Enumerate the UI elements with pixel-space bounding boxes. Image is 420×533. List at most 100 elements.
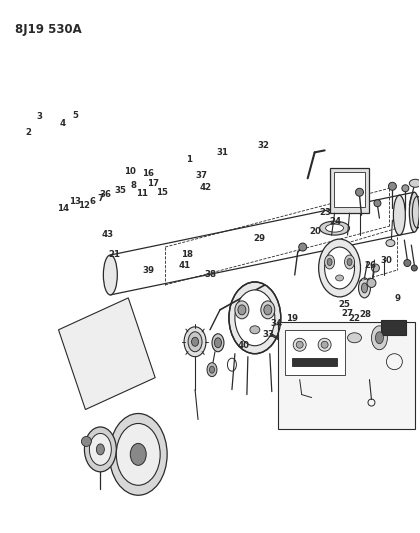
- Polygon shape: [58, 298, 155, 409]
- Text: 8J19 530A: 8J19 530A: [15, 23, 81, 36]
- Text: 12: 12: [79, 201, 90, 210]
- Text: 33: 33: [262, 330, 275, 339]
- Ellipse shape: [212, 334, 224, 352]
- Text: 23: 23: [319, 208, 331, 217]
- Text: 43: 43: [101, 230, 113, 239]
- Ellipse shape: [235, 290, 275, 346]
- Text: 25: 25: [338, 300, 350, 309]
- Circle shape: [81, 437, 92, 447]
- Ellipse shape: [103, 255, 117, 295]
- Text: 9: 9: [394, 294, 401, 303]
- Ellipse shape: [326, 224, 344, 232]
- Ellipse shape: [371, 264, 379, 272]
- Ellipse shape: [109, 414, 167, 495]
- Text: 10: 10: [124, 167, 136, 176]
- Ellipse shape: [386, 240, 395, 247]
- Ellipse shape: [410, 179, 420, 187]
- Text: 11: 11: [136, 189, 148, 198]
- Ellipse shape: [192, 337, 199, 346]
- Text: 13: 13: [69, 197, 81, 206]
- Text: 40: 40: [237, 341, 249, 350]
- Text: 24: 24: [330, 217, 341, 226]
- Text: 41: 41: [179, 261, 191, 270]
- Text: 21: 21: [108, 251, 121, 260]
- Text: 29: 29: [253, 235, 265, 244]
- Ellipse shape: [327, 259, 332, 265]
- Text: 31: 31: [217, 148, 228, 157]
- Ellipse shape: [210, 366, 215, 373]
- Ellipse shape: [355, 188, 363, 196]
- Ellipse shape: [188, 332, 202, 352]
- Text: 18: 18: [181, 251, 193, 260]
- Ellipse shape: [362, 283, 368, 293]
- Ellipse shape: [229, 282, 281, 354]
- Text: 34: 34: [270, 319, 282, 328]
- Text: 42: 42: [200, 183, 212, 192]
- Text: 6: 6: [90, 197, 96, 206]
- Text: 1: 1: [186, 155, 192, 164]
- Ellipse shape: [207, 362, 217, 377]
- Ellipse shape: [374, 200, 381, 207]
- Ellipse shape: [371, 326, 387, 350]
- Text: 4: 4: [60, 118, 66, 127]
- Text: 8: 8: [131, 181, 137, 190]
- Ellipse shape: [336, 275, 344, 281]
- Ellipse shape: [318, 338, 331, 351]
- Ellipse shape: [325, 247, 354, 289]
- Text: 37: 37: [196, 171, 208, 180]
- Text: 20: 20: [310, 228, 321, 237]
- Ellipse shape: [344, 255, 354, 269]
- Bar: [292, 358, 336, 366]
- Ellipse shape: [84, 427, 116, 472]
- Ellipse shape: [130, 443, 146, 465]
- Ellipse shape: [299, 243, 307, 251]
- Ellipse shape: [235, 301, 249, 319]
- Text: 14: 14: [57, 204, 69, 213]
- Ellipse shape: [359, 278, 370, 298]
- Ellipse shape: [293, 338, 306, 351]
- Ellipse shape: [319, 239, 360, 297]
- Bar: [285, 330, 344, 375]
- Text: 28: 28: [359, 310, 371, 319]
- Ellipse shape: [321, 341, 328, 348]
- Bar: [381, 320, 406, 335]
- Text: 19: 19: [286, 314, 298, 323]
- Ellipse shape: [404, 260, 411, 266]
- Ellipse shape: [116, 424, 160, 485]
- Text: 38: 38: [205, 270, 217, 279]
- Ellipse shape: [367, 278, 376, 287]
- Ellipse shape: [347, 259, 352, 265]
- Text: 5: 5: [72, 110, 78, 119]
- Ellipse shape: [410, 192, 419, 232]
- Text: 2: 2: [25, 128, 31, 137]
- Text: 36: 36: [100, 190, 111, 199]
- Text: 32: 32: [257, 141, 270, 150]
- Text: 26: 26: [364, 261, 376, 270]
- Text: 15: 15: [156, 188, 168, 197]
- Bar: [278, 322, 415, 430]
- Ellipse shape: [394, 195, 405, 235]
- Ellipse shape: [296, 341, 303, 348]
- Ellipse shape: [238, 305, 246, 315]
- Ellipse shape: [325, 255, 335, 269]
- Ellipse shape: [320, 221, 349, 235]
- Text: 35: 35: [114, 185, 126, 195]
- Ellipse shape: [184, 327, 206, 357]
- Ellipse shape: [96, 444, 104, 455]
- Text: 3: 3: [36, 112, 42, 121]
- Text: 30: 30: [381, 256, 393, 264]
- Ellipse shape: [402, 185, 409, 192]
- Text: 27: 27: [341, 309, 353, 318]
- Ellipse shape: [411, 265, 417, 271]
- Ellipse shape: [215, 338, 221, 348]
- Ellipse shape: [388, 182, 396, 190]
- Ellipse shape: [89, 433, 111, 465]
- Text: 7: 7: [97, 194, 103, 203]
- Bar: [333, 172, 365, 207]
- Text: 22: 22: [349, 314, 360, 323]
- Ellipse shape: [375, 332, 383, 344]
- Text: 17: 17: [147, 179, 160, 188]
- Ellipse shape: [250, 326, 260, 334]
- Text: 39: 39: [142, 266, 154, 275]
- Ellipse shape: [347, 333, 362, 343]
